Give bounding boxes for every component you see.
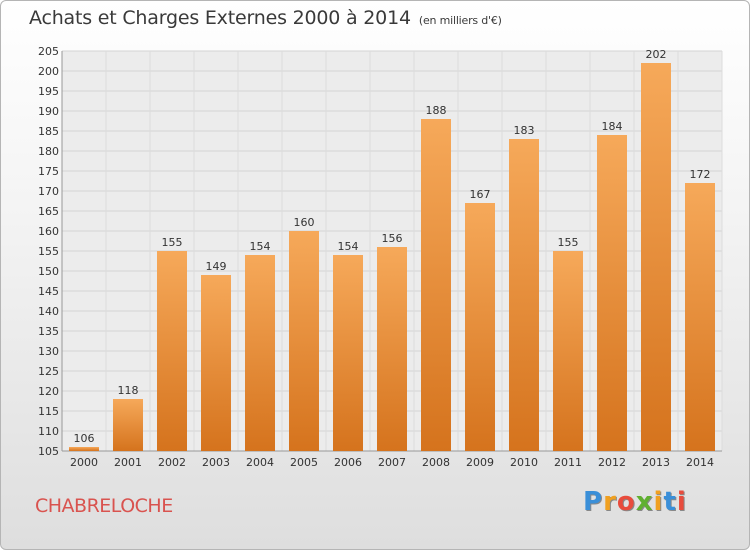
bar-value-label: 167 (470, 188, 491, 201)
y-tick-label: 105 (38, 445, 59, 458)
bar-value-label: 184 (602, 120, 623, 133)
bar-value-label: 155 (162, 236, 183, 249)
bar-value-label: 202 (646, 48, 667, 61)
bar-value-label: 156 (382, 232, 403, 245)
bar-value-label: 160 (294, 216, 315, 229)
logo-letter: x (635, 487, 654, 517)
y-tick-label: 195 (38, 85, 59, 98)
label-layer: 106 118 155 149 154 160 154 156 188 167 183 155 184 2… (74, 48, 711, 445)
bar-value-label: 183 (514, 124, 535, 137)
bar-value-label: 106 (74, 432, 95, 445)
y-tick-label: 145 (38, 285, 59, 298)
logo-letter: P (583, 487, 604, 517)
y-tick-label: 135 (38, 325, 59, 338)
bar-2014 (685, 183, 715, 451)
y-tick-label: 140 (38, 305, 59, 318)
proxiti-logo[interactable]: Proxiti (583, 487, 687, 517)
y-tick-label: 110 (38, 425, 59, 438)
x-tick-label: 2005 (290, 456, 318, 469)
bar-value-label: 149 (206, 260, 227, 273)
y-tick-label: 155 (38, 245, 59, 258)
x-tick-label: 2009 (466, 456, 494, 469)
y-tick-label: 165 (38, 205, 59, 218)
bar-2010 (509, 139, 539, 451)
bar-2004 (245, 255, 275, 451)
bar-2006 (333, 255, 363, 451)
y-tick-label: 180 (38, 145, 59, 158)
chart-title: Achats et Charges Externes 2000 à 2014 (e… (29, 7, 502, 29)
bar-value-label: 155 (558, 236, 579, 249)
bar-value-label: 154 (250, 240, 271, 253)
bar-value-label: 172 (690, 168, 711, 181)
bar-2002 (157, 251, 187, 451)
y-tick-label: 185 (38, 125, 59, 138)
logo-letter: r (603, 487, 617, 517)
x-tick-label: 2012 (598, 456, 626, 469)
bar-2001 (113, 399, 143, 451)
bar-2012 (597, 135, 627, 451)
y-tick-label: 175 (38, 165, 59, 178)
bar-2000 (69, 447, 99, 451)
y-tick-label: 190 (38, 105, 59, 118)
y-tick-label: 125 (38, 365, 59, 378)
bar-2009 (465, 203, 495, 451)
bar-2003 (201, 275, 231, 451)
x-tick-label: 2014 (686, 456, 714, 469)
chart-title-text: Achats et Charges Externes 2000 à 2014 (29, 7, 411, 29)
y-tick-label: 115 (38, 405, 59, 418)
logo-letter: t (663, 487, 677, 517)
x-tick-label: 2011 (554, 456, 582, 469)
x-tick-label: 2010 (510, 456, 538, 469)
bar-value-label: 154 (338, 240, 359, 253)
bar-2008 (421, 119, 451, 451)
bar-value-label: 188 (426, 104, 447, 117)
x-tick-label: 2000 (70, 456, 98, 469)
x-tick-label: 2003 (202, 456, 230, 469)
x-tick-label: 2007 (378, 456, 406, 469)
x-tick-label: 2004 (246, 456, 274, 469)
y-tick-label: 160 (38, 225, 59, 238)
x-tick-label: 2006 (334, 456, 362, 469)
bar-2005 (289, 231, 319, 451)
x-tick-label: 2008 (422, 456, 450, 469)
bar-2011 (553, 251, 583, 451)
x-tick-label: 2001 (114, 456, 142, 469)
logo-letter: i (653, 487, 664, 517)
y-tick-label: 200 (38, 65, 59, 78)
commune-name: CHABRELOCHE (35, 495, 173, 517)
y-tick-label: 130 (38, 345, 59, 358)
bar-2013 (641, 63, 671, 451)
logo-letter: i (676, 487, 687, 517)
bar-2007 (377, 247, 407, 451)
bar-value-label: 118 (118, 384, 139, 397)
x-tick-label: 2002 (158, 456, 186, 469)
y-tick-label: 170 (38, 185, 59, 198)
y-tick-label: 205 (38, 45, 59, 58)
bar-layer (69, 63, 715, 451)
y-tick-label: 120 (38, 385, 59, 398)
x-tick-label: 2013 (642, 456, 670, 469)
logo-letter: o (616, 487, 636, 517)
chart-subtitle: (en milliers d'€) (418, 14, 502, 27)
y-tick-label: 150 (38, 265, 59, 278)
axis-layer: 105 110 115 120 125 130 135 140 145 150 155 160 165 1… (38, 45, 722, 469)
